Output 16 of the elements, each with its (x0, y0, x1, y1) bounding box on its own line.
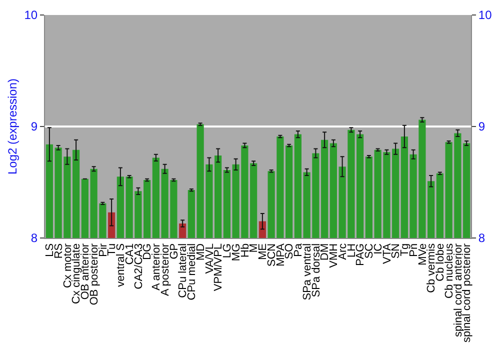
x-tick-label: A posterior (159, 243, 172, 296)
x-tick-label: Arc (336, 242, 349, 260)
y-axis-title: Log2 (expression) (6, 78, 20, 175)
x-tick-label: Cb nucleus (443, 242, 456, 298)
x-tick-label: IC (372, 243, 384, 254)
x-tick-label: SCN (266, 243, 278, 267)
y2-tick-label: 8 (478, 231, 486, 246)
y-tick-label: 9 (30, 120, 38, 134)
y-tick-label: 10 (24, 8, 38, 22)
y2-tick-label: 9 (478, 120, 486, 134)
x-tick-label: Tg (399, 243, 412, 256)
x-tick-label: spinal cord posterior (461, 243, 474, 342)
x-tick-label: RS (52, 243, 65, 259)
x-tick-label: OB posterior (88, 243, 100, 306)
y-tick-label: 8 (30, 231, 38, 246)
y2-tick-label: 10 (478, 8, 492, 22)
